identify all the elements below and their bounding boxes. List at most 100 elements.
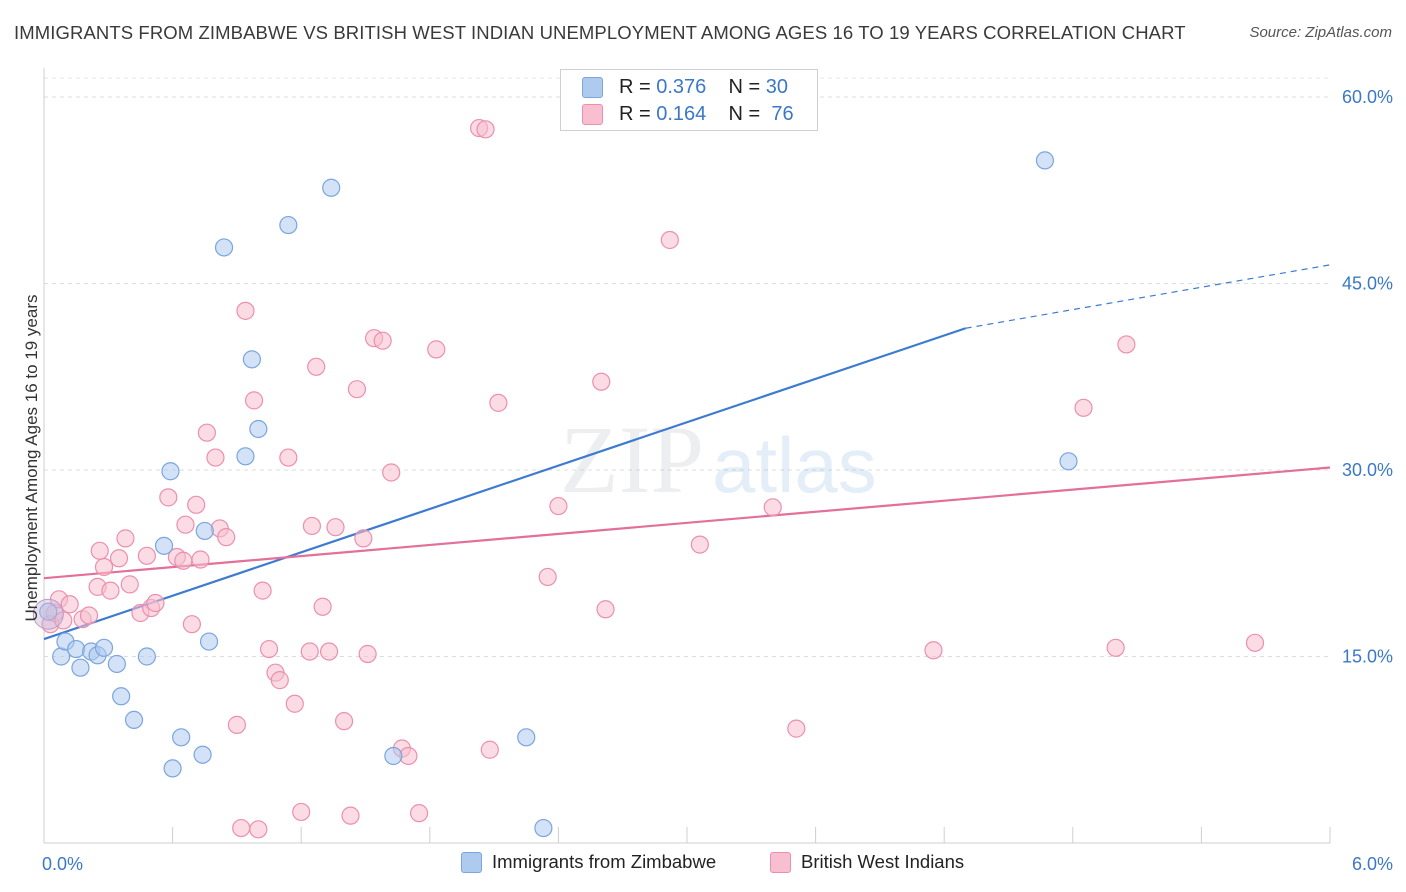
grid-lines [44, 77, 1330, 657]
legend-swatch-british-west-indians [582, 103, 603, 125]
data-point [236, 301, 255, 320]
trend-line-british-west-indians [43, 466, 1331, 580]
data-point [341, 806, 360, 825]
x-tick-label: 6.0% [1352, 854, 1393, 874]
series-legend-british-west-indians[interactable]: British West Indians [770, 851, 964, 873]
data-point [538, 567, 557, 587]
data-point [174, 551, 193, 570]
data-point [124, 710, 144, 730]
y-tick-label: 15.0% [1342, 647, 1393, 667]
data-point [214, 238, 234, 257]
data-point [427, 340, 446, 359]
data-point [182, 615, 201, 634]
data-point [279, 215, 298, 235]
data-point [71, 658, 90, 677]
data-point [322, 178, 341, 197]
data-point [384, 746, 403, 766]
data-point [206, 448, 225, 467]
y-tick-label: 30.0% [1342, 460, 1393, 480]
data-point [1106, 638, 1125, 657]
data-point [39, 602, 58, 621]
correlation-legend: R = 0.376 N = 30 R = 0.164 N = 76 [560, 69, 818, 131]
data-point [197, 423, 216, 442]
data-point [307, 357, 326, 376]
data-point [358, 644, 377, 664]
series-legend-zimbabwe[interactable]: Immigrants from Zimbabwe [461, 851, 716, 873]
data-point [1245, 633, 1265, 652]
data-point [549, 496, 568, 516]
data-point [313, 597, 332, 616]
legend-r-value: 0.164 [656, 102, 707, 125]
data-point [161, 462, 180, 481]
data-point [67, 639, 86, 659]
data-point [159, 488, 178, 507]
data-point [347, 380, 367, 399]
data-point [596, 600, 615, 619]
data-point [217, 528, 236, 547]
legend-n-label: N = [728, 75, 761, 98]
data-point [146, 593, 165, 613]
data-point [101, 581, 120, 600]
data-point [154, 536, 174, 555]
data-point [120, 575, 139, 594]
data-point [382, 463, 401, 482]
series-legend: Immigrants from Zimbabwe British West In… [0, 851, 1406, 879]
data-point [193, 745, 212, 764]
data-point [517, 728, 536, 747]
x-tick-label: 0.0% [42, 854, 83, 874]
legend-row-british-west-indians: R = 0.164 N = 76 [582, 101, 794, 127]
data-point [354, 529, 373, 548]
data-point [334, 712, 354, 731]
watermark: ZIP atlas [560, 406, 877, 513]
data-point [489, 393, 508, 412]
data-point [270, 671, 289, 690]
data-point [107, 654, 126, 674]
trend-line-zimbabwe-extension [965, 264, 1331, 329]
data-point [924, 641, 943, 660]
data-point [373, 331, 392, 350]
data-point [191, 550, 210, 569]
source-label: Source: ZipAtlas.com [1249, 24, 1392, 41]
data-point [137, 647, 156, 666]
series-swatch-british-west-indians [770, 851, 791, 873]
watermark-zip: ZIP [560, 406, 704, 513]
data-point [292, 802, 311, 822]
data-point [409, 804, 429, 823]
y-axis-label: Unemployment Among Ages 16 to 19 years [22, 294, 41, 622]
data-point [116, 529, 135, 548]
legend-n-label: N = [728, 102, 761, 125]
data-point [253, 581, 272, 600]
data-point [242, 350, 262, 369]
y-tick-label: 45.0% [1342, 274, 1393, 294]
data-point [32, 598, 64, 630]
legend-n-value: 76 [771, 102, 794, 125]
data-point [249, 419, 268, 439]
data-point [476, 120, 495, 139]
legend-row-zimbabwe: R = 0.376 N = 30 [582, 74, 789, 100]
data-point [60, 595, 79, 614]
data-point [249, 820, 268, 839]
data-point [244, 391, 264, 410]
data-point [199, 632, 219, 651]
data-point [1035, 151, 1055, 170]
data-point [1074, 398, 1093, 417]
data-point [279, 448, 298, 467]
data-points [32, 118, 1265, 839]
data-point [319, 642, 339, 661]
legend-r-value: 0.376 [656, 75, 707, 98]
series-swatch-zimbabwe [461, 851, 482, 873]
data-point [326, 518, 345, 537]
legend-r-label: R = [619, 102, 651, 125]
trend-lines [43, 264, 1331, 641]
data-point [660, 230, 679, 250]
data-point [236, 447, 255, 466]
y-tick-label: 60.0% [1342, 87, 1393, 107]
data-point [163, 759, 182, 778]
legend-n-value: 30 [765, 75, 789, 98]
data-point [232, 818, 251, 838]
data-point [300, 642, 319, 661]
data-point [176, 515, 195, 534]
legend-swatch-zimbabwe [582, 76, 603, 98]
data-point [52, 647, 71, 666]
tick-labels: 15.0% 30.0% 45.0% 60.0% 0.0% 6.0% [42, 87, 1393, 874]
